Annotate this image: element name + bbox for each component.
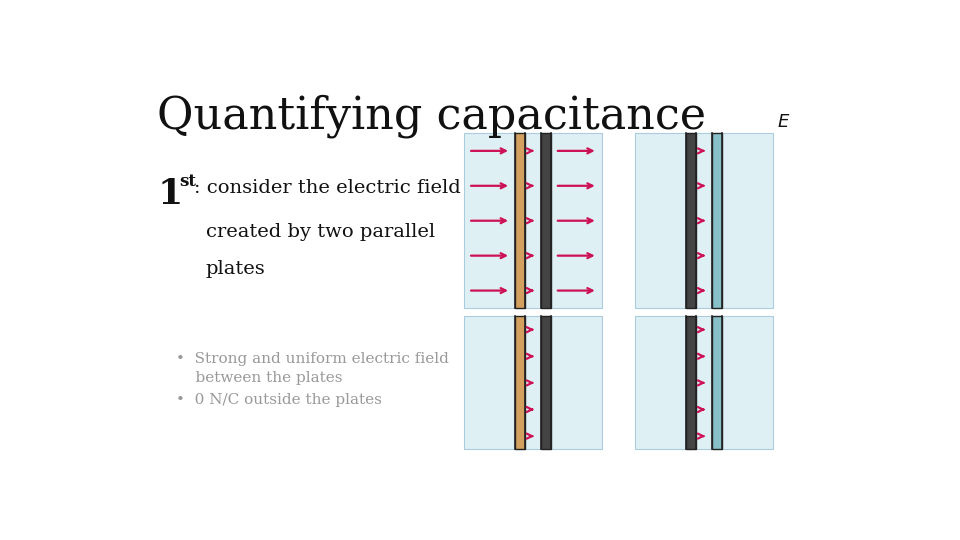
Bar bbox=[515, 316, 525, 449]
Text: : consider the electric field: : consider the electric field bbox=[194, 179, 461, 197]
Bar bbox=[712, 133, 722, 308]
Text: •  0 N/C outside the plates: • 0 N/C outside the plates bbox=[176, 393, 382, 407]
Text: Quantifying capacitance: Quantifying capacitance bbox=[157, 94, 707, 138]
Bar bbox=[464, 133, 602, 308]
Bar bbox=[636, 316, 773, 449]
Bar bbox=[686, 133, 696, 308]
Text: $E$: $E$ bbox=[777, 113, 790, 131]
Bar bbox=[686, 316, 696, 449]
Text: 1: 1 bbox=[157, 177, 182, 211]
Text: created by two parallel: created by two parallel bbox=[205, 223, 435, 241]
Text: st: st bbox=[180, 173, 197, 190]
Bar bbox=[541, 133, 551, 308]
Bar bbox=[515, 133, 525, 308]
Text: •  Strong and uniform electric field
    between the plates: • Strong and uniform electric field betw… bbox=[176, 352, 448, 385]
Bar bbox=[541, 316, 551, 449]
Bar bbox=[636, 133, 773, 308]
Bar bbox=[464, 316, 602, 449]
Text: plates: plates bbox=[205, 260, 265, 278]
Bar bbox=[712, 316, 722, 449]
